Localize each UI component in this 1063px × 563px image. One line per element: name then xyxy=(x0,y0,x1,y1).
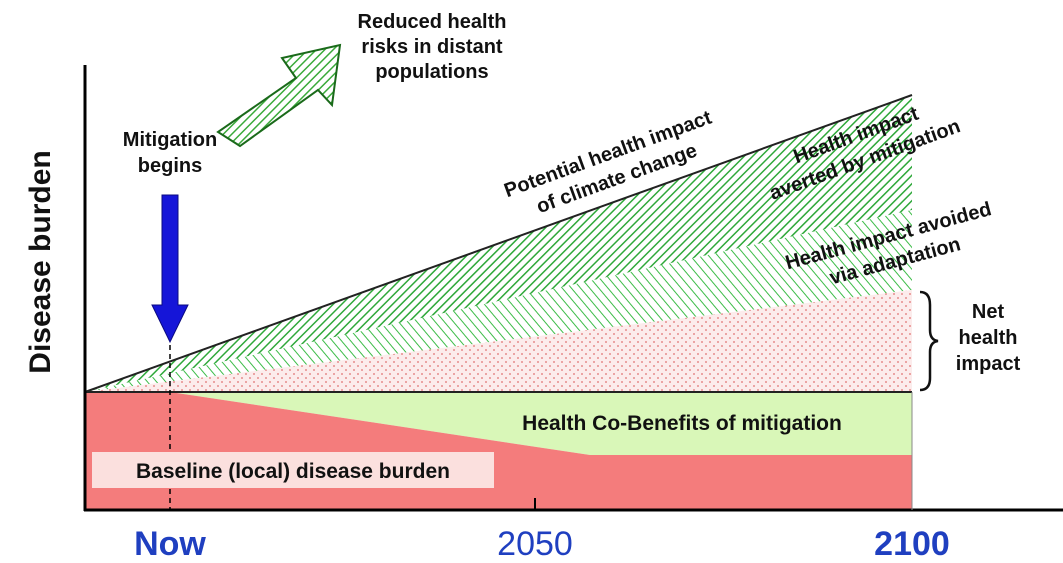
annotation: begins xyxy=(138,155,202,177)
annotation: Health Co-Benefits of mitigation xyxy=(522,412,842,435)
x-label: Now xyxy=(134,525,206,563)
annotation: populations xyxy=(375,61,488,83)
label-box xyxy=(92,452,494,488)
net-impact-region xyxy=(85,290,912,392)
brace xyxy=(919,290,939,392)
annotation: health xyxy=(959,327,1018,349)
annotation: Mitigation xyxy=(123,129,217,151)
annotation: impact xyxy=(956,353,1021,375)
distant-arrow xyxy=(216,43,342,148)
annotation: Baseline (local) disease burden xyxy=(136,460,450,483)
annotation: risks in distant xyxy=(361,36,502,58)
potential-impact-line xyxy=(84,94,913,393)
adaptation-region xyxy=(85,210,912,392)
annotation: Reduced health xyxy=(358,11,507,33)
annotation: Net xyxy=(972,301,1005,323)
co-benefits-region xyxy=(170,392,912,455)
mitigation-arrow xyxy=(151,194,189,344)
x-label: 2050 xyxy=(497,525,573,563)
x-label: 2100 xyxy=(874,525,950,563)
y-axis-label: Disease burden xyxy=(24,150,57,373)
